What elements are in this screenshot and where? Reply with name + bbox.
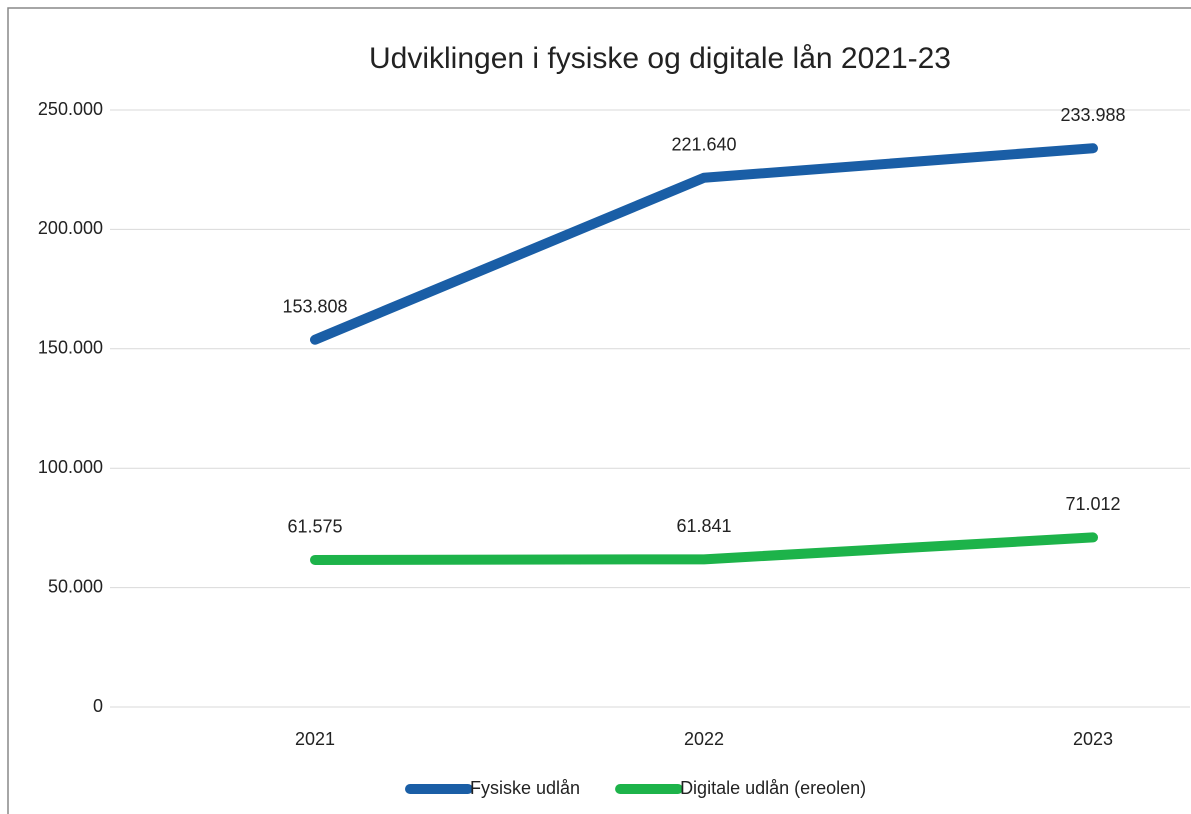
x-tick-label: 2021 [295,729,335,749]
data-label: 61.841 [676,516,731,536]
x-tick-label: 2022 [684,729,724,749]
chart-border [7,7,1191,814]
data-label: 221.640 [671,134,736,154]
x-tick-label: 2023 [1073,729,1113,749]
legend-label: Digitale udlån (ereolen) [680,778,866,798]
line [310,532,1098,565]
y-tick-label: 150.000 [38,338,103,358]
data-label: 233.988 [1060,105,1125,125]
y-tick-label: 0 [93,696,103,716]
y-tick-label: 100.000 [38,457,103,477]
y-tick-label: 50.000 [48,576,103,596]
y-tick-label: 250.000 [38,99,103,119]
data-label: 71.012 [1065,494,1120,514]
data-label: 153.808 [282,296,347,316]
chart-title: Udviklingen i fysiske og digitale lån 20… [369,42,951,75]
y-tick-label: 200.000 [38,218,103,238]
legend-label: Fysiske udlån [470,778,580,798]
line [310,143,1098,345]
data-label: 61.575 [287,517,342,537]
